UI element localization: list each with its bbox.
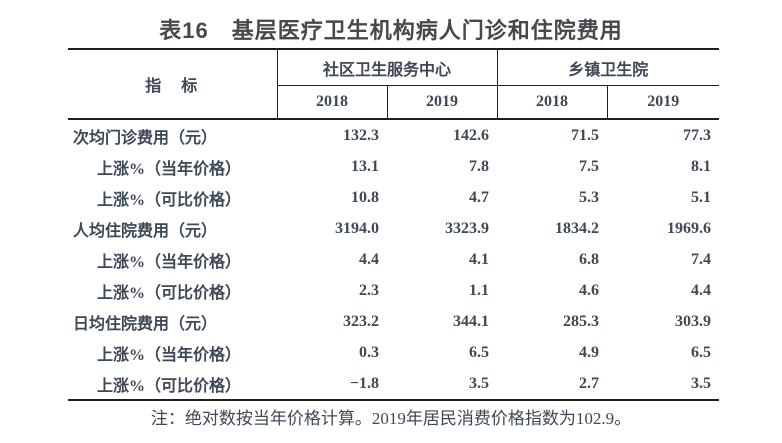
- indicator-column-header: 指 标: [68, 49, 278, 120]
- page-title: 表16 基层医疗卫生机构病人门诊和住院费用: [159, 18, 623, 43]
- table-row: 上涨%（当年价格） 4.4 4.1 6.8 7.4: [68, 244, 719, 275]
- row-label: 上涨%（可比价格）: [97, 377, 242, 395]
- table-cell: 2.3: [359, 281, 379, 299]
- table-row: 人均住院费用（元） 3194.0 3323.9 1834.2 1969.6: [68, 213, 719, 244]
- table-cell: 77.3: [683, 126, 712, 144]
- table-cell: 6.5: [469, 343, 490, 361]
- table-cell: 1.1: [469, 281, 490, 299]
- table-cell: 71.5: [571, 126, 600, 144]
- table-cell: 132.3: [343, 126, 379, 144]
- row-label: 次均门诊费用（元）: [73, 129, 218, 147]
- table-cell: 3.5: [469, 374, 490, 392]
- year-header: 2018: [496, 85, 608, 120]
- table-cell: 142.6: [453, 126, 490, 144]
- table-row: 上涨%（当年价格） 0.3 6.5 4.9 6.5: [68, 337, 719, 368]
- year-header: 2019: [386, 85, 498, 120]
- table-cell: 1969.6: [667, 219, 712, 237]
- table-cell: 8.1: [691, 157, 712, 175]
- group-header-row: 指 标 社区卫生服务中心 乡镇卫生院: [68, 49, 720, 120]
- table-cell: 344.1: [453, 312, 490, 330]
- table-cell: 323.2: [343, 312, 379, 330]
- row-label: 日均住院费用（元）: [73, 315, 218, 333]
- table-cell: 4.1: [469, 250, 490, 268]
- row-label: 上涨%（当年价格）: [97, 253, 242, 271]
- table-cell: 7.4: [691, 250, 712, 268]
- table-cell: 7.5: [579, 157, 600, 175]
- group-header-township: 乡镇卫生院: [496, 49, 720, 86]
- table-cell: 5.3: [579, 188, 600, 206]
- table-cell: −1.8: [349, 374, 379, 392]
- table-cell: 4.7: [469, 188, 490, 206]
- row-label: 上涨%（可比价格）: [97, 191, 242, 209]
- table-row: 日均住院费用（元） 323.2 344.1 285.3 303.9: [68, 306, 719, 337]
- row-label: 上涨%（当年价格）: [97, 346, 242, 364]
- table-row: 上涨%（可比价格） −1.8 3.5 2.7 3.5: [68, 368, 719, 400]
- table-row: 上涨%（可比价格） 2.3 1.1 4.6 4.4: [68, 275, 719, 306]
- table-header: 指 标 社区卫生服务中心 乡镇卫生院 2018 2019 2018 2019: [68, 49, 720, 120]
- table-cell: 0.3: [359, 343, 379, 361]
- footnote: 注：绝对数按当年价格计算。2019年居民消费价格指数为102.9。: [150, 409, 632, 428]
- table-cell: 13.1: [351, 157, 379, 175]
- table-cell: 2.7: [579, 374, 600, 392]
- year-header: 2019: [606, 85, 720, 120]
- table-cell: 10.8: [351, 188, 379, 206]
- table-cell: 4.4: [691, 281, 712, 299]
- table-cell: 6.5: [691, 343, 712, 361]
- table-cell: 5.1: [691, 188, 712, 206]
- table-row: 次均门诊费用（元） 132.3 142.6 71.5 77.3: [68, 119, 719, 151]
- table-cell: 1834.2: [555, 219, 600, 237]
- row-label: 上涨%（当年价格）: [97, 160, 242, 178]
- table-cell: 6.8: [579, 250, 600, 268]
- table-cell: 285.3: [563, 312, 600, 330]
- table-row: 上涨%（可比价格） 10.8 4.7 5.3 5.1: [68, 182, 719, 213]
- table-cell: 303.9: [675, 312, 712, 330]
- year-header: 2018: [276, 85, 387, 120]
- table-cell: 3194.0: [335, 219, 379, 237]
- year-header-row: 2018 2019 2018 2019: [68, 85, 720, 120]
- table-cell: 3323.9: [445, 219, 490, 237]
- table-row: 上涨%（当年价格） 13.1 7.8 7.5 8.1: [68, 151, 719, 182]
- statistics-table: 指 标 社区卫生服务中心 乡镇卫生院 2018 2019 2018 2019 次…: [68, 48, 720, 401]
- row-label: 上涨%（可比价格）: [97, 284, 242, 302]
- table-body: 次均门诊费用（元） 132.3 142.6 71.5 77.3 上涨%（当年价格…: [68, 119, 719, 400]
- table-cell: 4.6: [579, 281, 600, 299]
- table-cell: 3.5: [691, 374, 712, 392]
- table-cell: 4.9: [579, 343, 600, 361]
- group-header-community: 社区卫生服务中心: [276, 49, 498, 86]
- table-cell: 7.8: [469, 157, 490, 175]
- table-cell: 4.4: [359, 250, 379, 268]
- row-label: 人均住院费用（元）: [73, 222, 218, 240]
